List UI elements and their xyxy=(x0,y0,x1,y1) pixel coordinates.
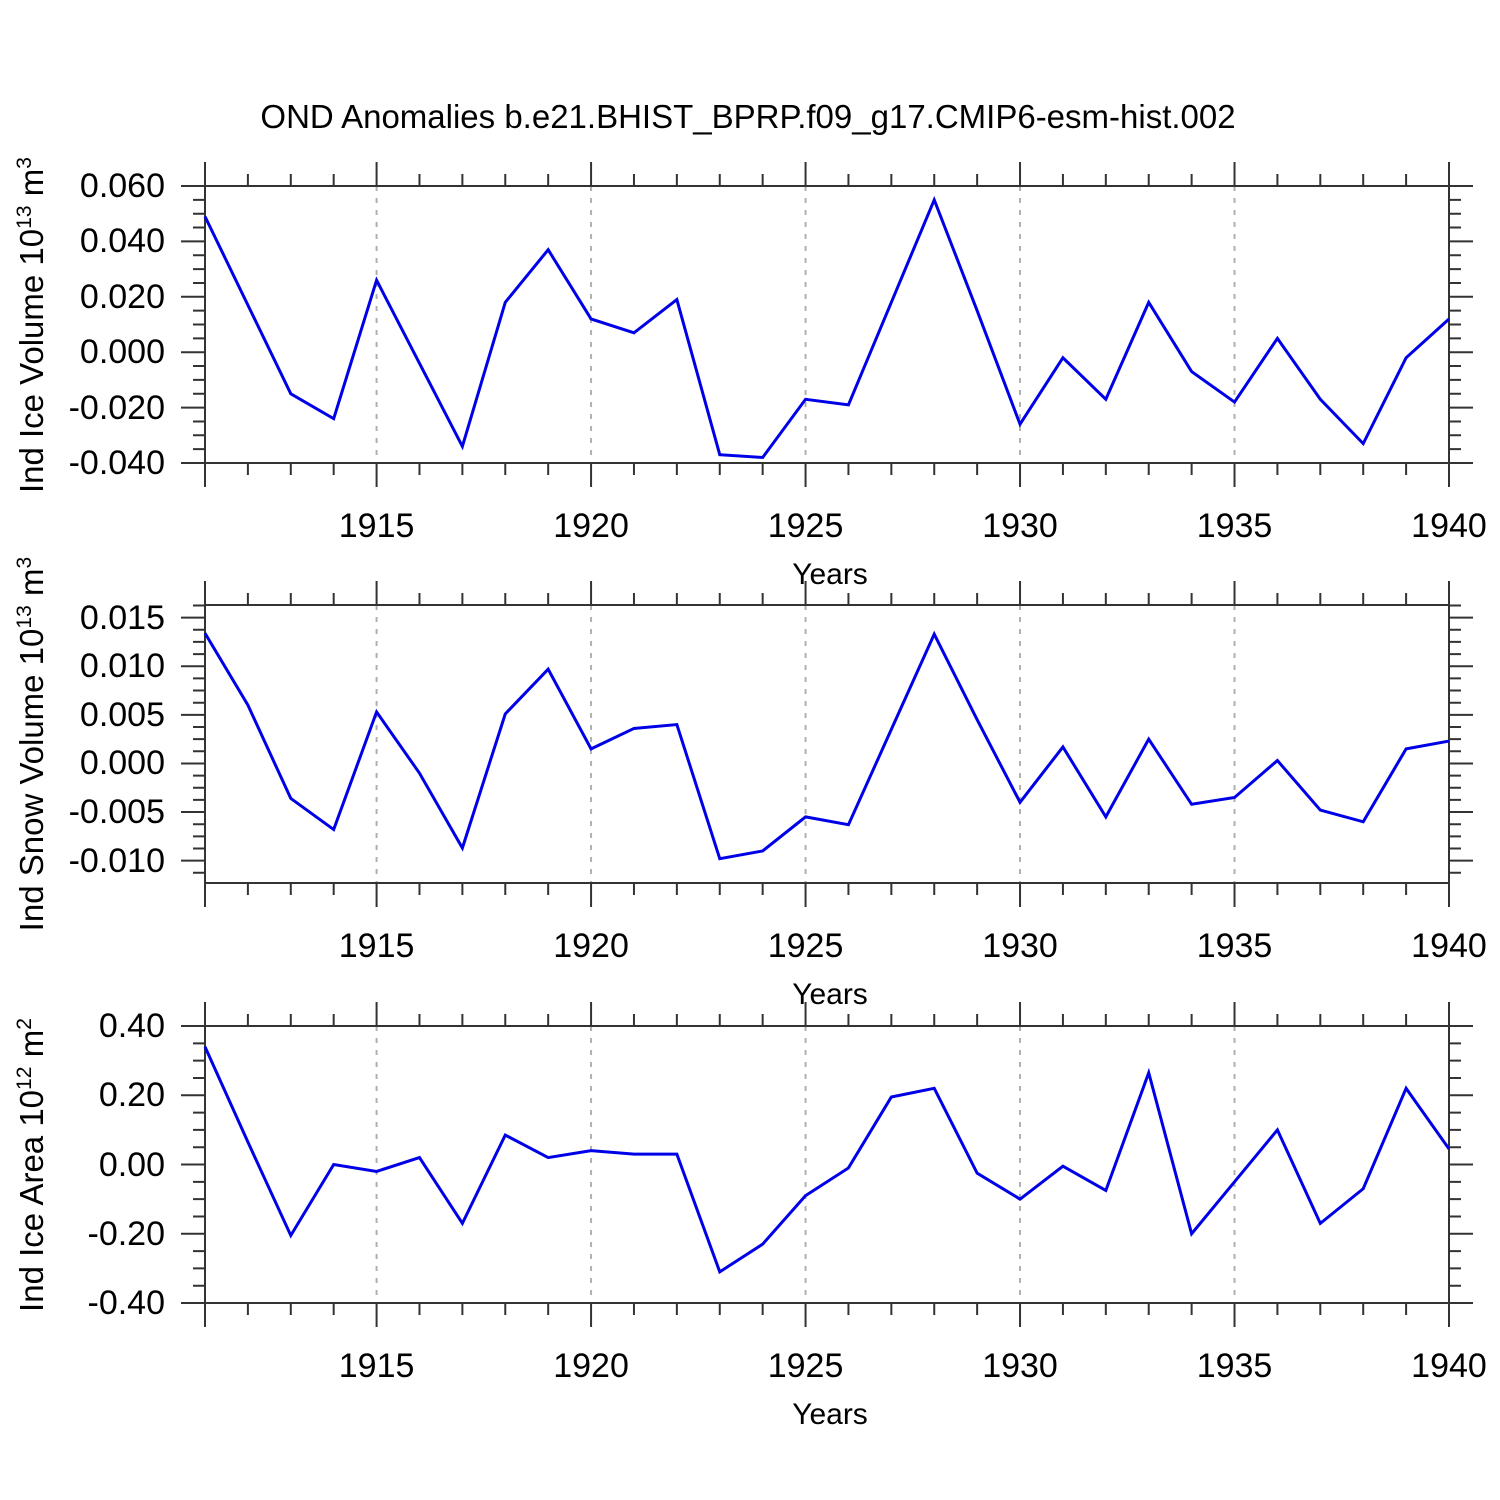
ind-ice-area-xtick-label: 1930 xyxy=(982,1347,1058,1385)
ind-ice-volume-xtick-label: 1915 xyxy=(338,507,415,545)
ind-ice-area-ytick-label: 0.40 xyxy=(98,1007,165,1045)
ind-snow-volume-ytick-label: -0.005 xyxy=(68,793,165,832)
ind-snow-volume-xtick-label: 1930 xyxy=(982,927,1058,965)
ind-ice-volume-xtick-label: 1920 xyxy=(553,507,629,545)
ind-snow-volume-ytick-label: 0.000 xyxy=(79,744,165,783)
ind-ice-area-xtick-label: 1920 xyxy=(553,1347,629,1385)
ind-ice-volume-xtick-label: 1935 xyxy=(1196,507,1273,545)
ind-ice-area-yaxis-title-text: Ind Ice Area 1012 m2 xyxy=(13,1017,50,1312)
ind-ice-volume-series-line xyxy=(203,195,1451,460)
ind-ice-area-plot xyxy=(181,1002,1473,1327)
chart-title: OND Anomalies b.e21.BHIST_BPRP.f09_g17.C… xyxy=(260,98,1236,135)
axis-ticks xyxy=(181,162,1473,487)
ind-ice-volume-ytick-label: 0.060 xyxy=(79,167,165,205)
ind-ice-volume-xtick-label: 1925 xyxy=(767,507,844,545)
ind-snow-volume-xtick-label: 1925 xyxy=(767,927,844,965)
ind-ice-area-ytick-label: 0.00 xyxy=(98,1145,165,1184)
ind-snow-volume-ytick-label: -0.010 xyxy=(68,841,165,880)
ind-snow-volume-xtick-label: 1915 xyxy=(338,927,415,965)
ind-snow-volume-xtick-label: 1920 xyxy=(553,927,629,965)
ind-snow-volume-plot xyxy=(181,581,1473,907)
ind-snow-volume-ytick-label: 0.005 xyxy=(79,695,165,734)
ind-ice-volume-ytick-label: 0.040 xyxy=(79,222,165,261)
ind-ice-area-xtick-label: 1940 xyxy=(1411,1347,1487,1385)
ind-snow-volume-ytick-label: 0.010 xyxy=(79,647,165,686)
ind-ice-area-xtick-label: 1915 xyxy=(338,1347,415,1385)
plot-frame xyxy=(204,185,1450,464)
ind-ice-volume-xtick-label: 1940 xyxy=(1411,507,1487,545)
ind-ice-volume-ytick-label: 0.000 xyxy=(79,333,165,372)
axis-ticks xyxy=(181,581,1473,907)
ind-ice-volume-plot xyxy=(181,162,1473,487)
ind-snow-volume-xtick-label: 1935 xyxy=(1196,927,1273,965)
ind-ice-area-xtick-label: 1935 xyxy=(1196,1347,1273,1385)
ind-snow-volume-yaxis-title-text: Ind Snow Volume 1013 m3 xyxy=(13,556,50,932)
ind-ice-volume-ytick-label: 0.020 xyxy=(79,277,165,316)
ind-snow-volume-ytick-label: 0.015 xyxy=(79,598,165,637)
ind-ice-area-ytick-label: -0.40 xyxy=(87,1284,166,1322)
ind-ice-volume-ytick-label: -0.020 xyxy=(68,388,165,427)
ind-ice-area-ytick-label: -0.20 xyxy=(87,1214,166,1253)
plot-frame xyxy=(204,604,1450,884)
ind-ice-volume-ytick-label: -0.040 xyxy=(68,444,165,482)
ind-snow-volume-series-line xyxy=(203,630,1450,861)
ind-ice-area-xtick-label: 1925 xyxy=(767,1347,844,1385)
ind-snow-volume-xtick-label: 1940 xyxy=(1411,927,1487,965)
ind-ice-area-xaxis-title: Years xyxy=(792,1398,868,1431)
ind-ice-volume-yaxis-title-text: Ind Ice Volume 1013 m3 xyxy=(13,156,50,493)
ind-ice-area-series-line xyxy=(203,1046,1451,1275)
axis-ticks xyxy=(181,1002,1473,1327)
ind-ice-volume-xtick-label: 1930 xyxy=(982,507,1058,545)
plot-frame xyxy=(204,1025,1450,1304)
ind-ice-area-ytick-label: 0.20 xyxy=(98,1076,165,1115)
